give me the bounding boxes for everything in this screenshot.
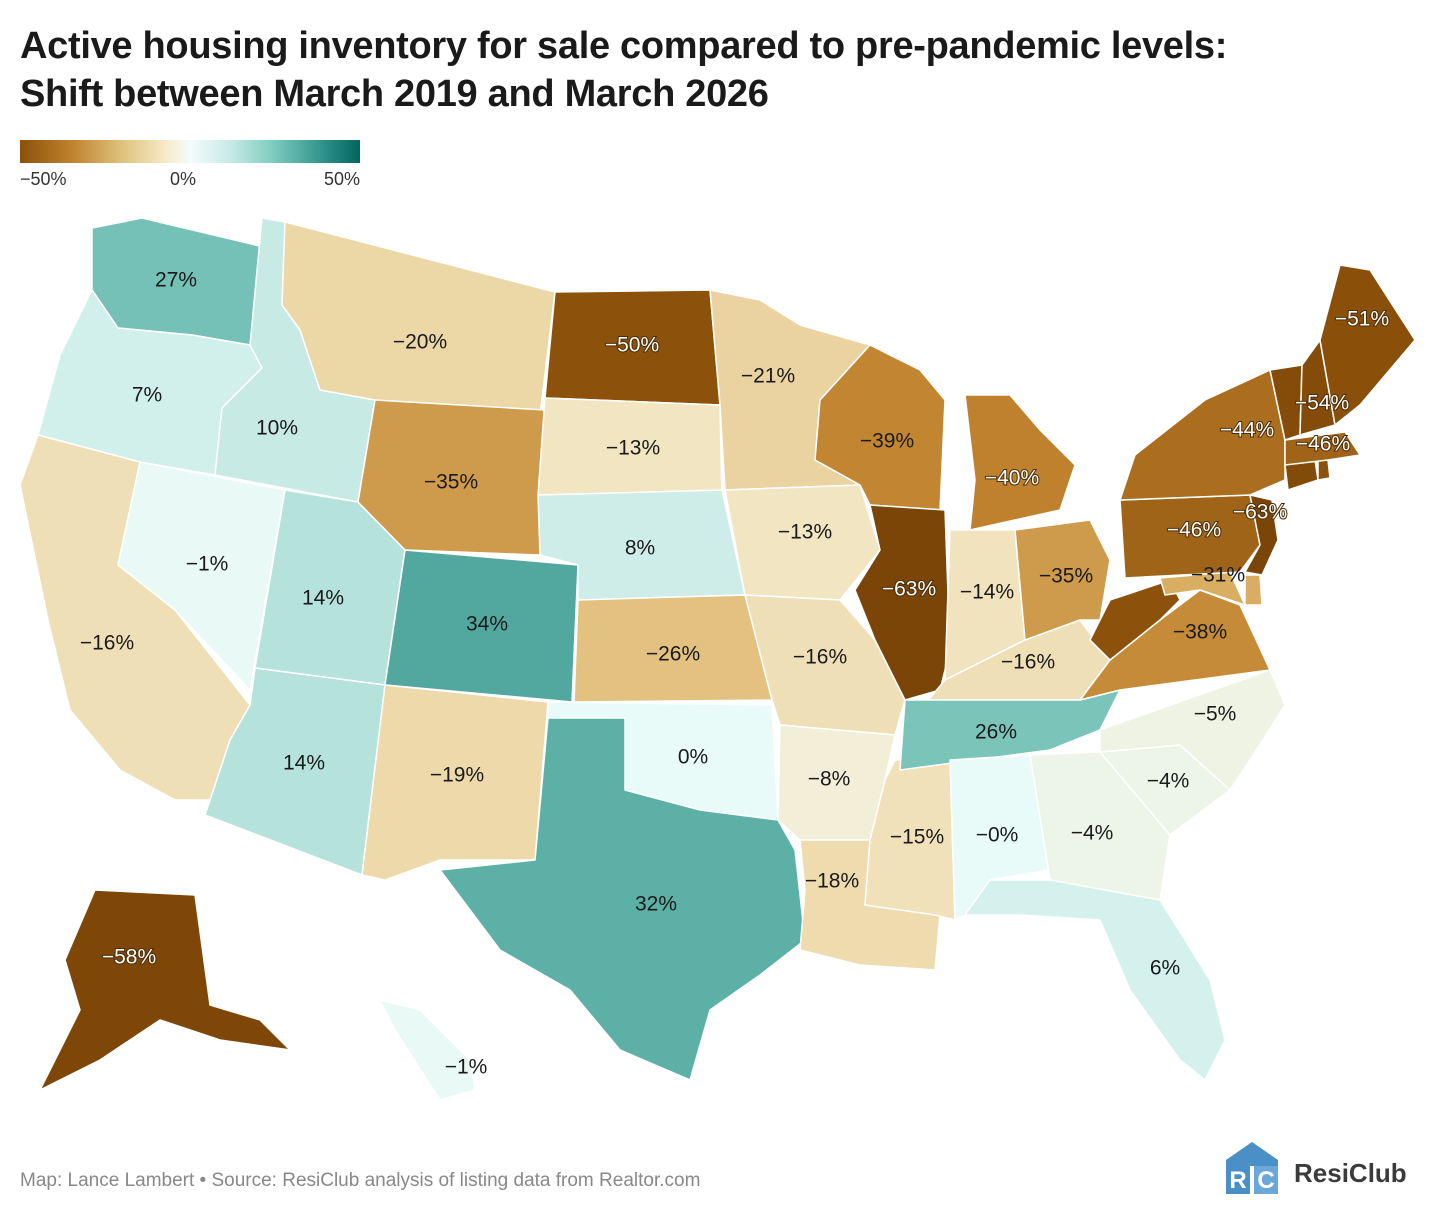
state-label-nm: −19% <box>430 764 484 787</box>
state-label-nd: −50% <box>605 334 659 357</box>
state-label-hi: −1% <box>445 1056 488 1079</box>
state-mo <box>744 594 906 736</box>
map-title: Active housing inventory for sale compar… <box>20 22 1420 118</box>
state-label-fl: 6% <box>1150 957 1180 980</box>
state-label-md: −31% <box>1191 564 1245 587</box>
state-label-ky: −16% <box>1001 651 1055 674</box>
state-label-or: 7% <box>132 384 162 407</box>
svg-text:C: C <box>1257 1167 1274 1194</box>
state-wy <box>357 399 546 556</box>
legend-max-label: 50% <box>323 169 360 189</box>
state-ga <box>1029 751 1171 901</box>
state-label-me: −51% <box>1335 308 1389 331</box>
state-nj <box>1244 494 1279 576</box>
state-ak <box>39 889 291 1091</box>
state-label-ca: −16% <box>80 632 134 655</box>
state-label-sc: −4% <box>1147 770 1190 793</box>
state-label-nj: −63% <box>1233 501 1287 524</box>
state-label-in: −14% <box>960 581 1014 604</box>
resiclub-logo-icon: R C <box>1226 1142 1278 1194</box>
state-label-ma: −46% <box>1296 433 1350 456</box>
source-credit: Map: Lance Lambert • Source: ResiClub an… <box>20 1170 701 1191</box>
state-label-il: −63% <box>882 578 936 601</box>
state-hi <box>379 999 476 1101</box>
state-ma <box>1284 431 1361 466</box>
state-label-mt: −20% <box>393 331 447 354</box>
state-label-ia: −13% <box>778 521 832 544</box>
states-layer <box>19 217 1416 1101</box>
state-label-id: 10% <box>256 417 298 440</box>
legend-gradient-bar <box>20 140 360 163</box>
state-label-nv: −1% <box>186 553 229 576</box>
state-label-az: 14% <box>283 752 325 775</box>
state-mi <box>964 394 1076 531</box>
state-label-wa: 27% <box>155 269 197 292</box>
legend-min-label: −50% <box>20 169 67 189</box>
state-tx <box>439 717 806 1081</box>
state-label-tx: 32% <box>635 893 677 916</box>
state-label-ne: 8% <box>625 537 655 560</box>
state-label-mn: −21% <box>741 365 795 388</box>
color-legend: −50% 0% 50% <box>20 140 360 189</box>
legend-labels: −50% 0% 50% <box>20 163 360 189</box>
state-label-va: −38% <box>1173 621 1227 644</box>
state-label-ar: −8% <box>808 768 851 791</box>
brand-name: ResiClub <box>1294 1158 1407 1188</box>
state-label-la: −18% <box>805 870 859 893</box>
state-label-nh: −54% <box>1295 392 1349 415</box>
state-label-wy: −35% <box>424 471 478 494</box>
state-label-ak: −58% <box>102 946 156 969</box>
state-label-ms: −15% <box>890 826 944 849</box>
state-nc <box>1099 669 1286 791</box>
state-label-ok: 0% <box>678 746 708 769</box>
state-mt <box>281 221 556 416</box>
state-label-mi: −40% <box>985 467 1039 490</box>
state-me <box>1319 264 1416 426</box>
state-ri <box>1317 459 1331 481</box>
svg-text:R: R <box>1229 1167 1246 1194</box>
state-fl <box>964 879 1226 1081</box>
title-line-2: Shift between March 2019 and March 2026 <box>20 73 769 115</box>
state-label-ks: −26% <box>646 643 700 666</box>
state-label-tn: 26% <box>975 721 1017 744</box>
state-label-nc: −5% <box>1194 703 1237 726</box>
state-label-sd: −13% <box>606 437 660 460</box>
state-label-oh: −35% <box>1039 565 1093 588</box>
resiclub-brand: R C ResiClub <box>1222 1138 1422 1198</box>
labels-layer: 27% 7% −16% 10% −1% 14% 14% −20% −35% 34% −19% −50%… <box>80 269 1390 1079</box>
state-label-co: 34% <box>466 613 508 636</box>
title-line-1: Active housing inventory for sale compar… <box>20 25 1228 67</box>
state-label-wi: −39% <box>860 430 914 453</box>
state-label-mo: −16% <box>793 646 847 669</box>
state-nv <box>117 461 286 691</box>
state-de <box>1244 574 1263 606</box>
state-label-al: −0% <box>976 824 1019 847</box>
state-label-pa: −46% <box>1167 519 1221 542</box>
state-ia <box>724 484 881 601</box>
state-label-ut: 14% <box>302 587 344 610</box>
state-label-ga: −4% <box>1071 822 1114 845</box>
state-label-ny: −44% <box>1220 419 1274 442</box>
legend-mid-label: 0% <box>170 169 197 189</box>
